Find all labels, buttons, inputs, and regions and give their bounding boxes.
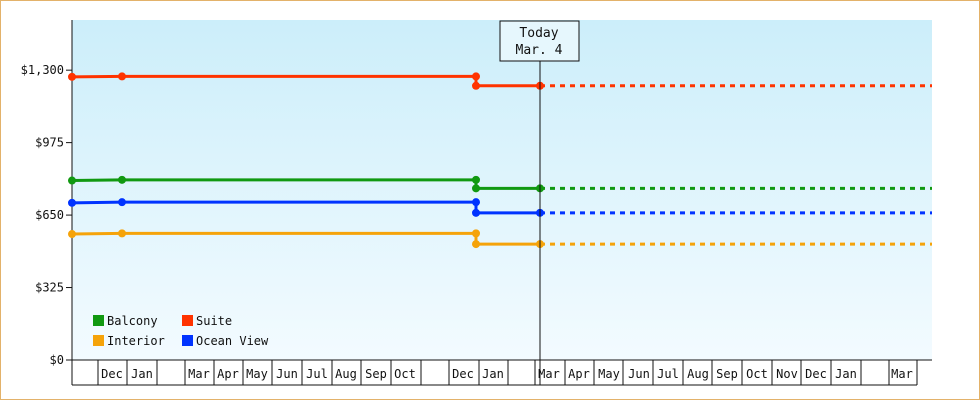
data-point — [472, 175, 480, 184]
month-label: Mar — [188, 367, 210, 381]
month-label: Apr — [568, 367, 590, 381]
y-tick-label: $325 — [35, 281, 64, 295]
month-label: Aug — [687, 367, 709, 381]
data-point — [472, 229, 480, 238]
data-point — [118, 175, 126, 184]
month-label: Sep — [716, 367, 738, 381]
month-label: Sep — [365, 367, 387, 381]
month-label: Jan — [131, 367, 153, 381]
month-label: Dec — [805, 367, 827, 381]
data-point — [68, 198, 76, 207]
plot-background — [72, 20, 932, 360]
month-label: Apr — [217, 367, 239, 381]
y-tick-label: $975 — [35, 136, 64, 150]
data-point — [472, 81, 480, 90]
data-point — [118, 198, 126, 207]
month-label: Mar — [538, 367, 560, 381]
legend-label: Balcony — [107, 314, 158, 328]
data-point — [472, 198, 480, 207]
data-point — [68, 230, 76, 239]
legend-label: Ocean View — [196, 334, 269, 348]
data-point — [68, 176, 76, 185]
today-box — [499, 20, 580, 62]
month-label: Jun — [276, 367, 298, 381]
legend-swatch — [182, 315, 193, 326]
month-label: Jul — [657, 367, 679, 381]
month-label: May — [598, 367, 620, 381]
month-label: Nov — [776, 367, 798, 381]
y-tick-label: $1,300 — [21, 63, 64, 77]
y-tick-label: $0 — [50, 353, 64, 367]
month-label: Aug — [335, 367, 357, 381]
data-point — [472, 240, 480, 249]
month-label: Mar — [891, 367, 913, 381]
legend-swatch — [93, 335, 104, 346]
month-label: Jan — [482, 367, 504, 381]
legend-swatch — [93, 315, 104, 326]
month-label: Jan — [835, 367, 857, 381]
today-date: Mar. 4 — [516, 43, 563, 58]
data-point — [118, 72, 126, 81]
month-label: Oct — [746, 367, 768, 381]
data-point — [68, 72, 76, 81]
legend-swatch — [182, 335, 193, 346]
month-label: Dec — [101, 367, 123, 381]
month-label: May — [246, 367, 268, 381]
data-point — [472, 208, 480, 217]
month-label: Jun — [628, 367, 650, 381]
today-label: Today — [519, 26, 558, 41]
legend-label: Suite — [196, 314, 232, 328]
data-point — [118, 229, 126, 238]
month-label: Dec — [452, 367, 474, 381]
legend-label: Interior — [107, 334, 165, 348]
y-tick-label: $650 — [35, 208, 64, 222]
month-label: Oct — [394, 367, 416, 381]
data-point — [472, 72, 480, 81]
data-point — [472, 184, 480, 193]
month-label: Jul — [306, 367, 328, 381]
